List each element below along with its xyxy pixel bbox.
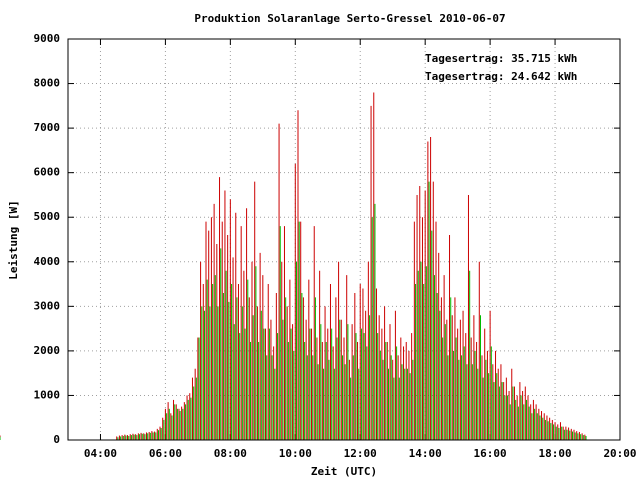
x-tick-label: 10:00: [279, 447, 312, 460]
x-tick-label: 08:00: [214, 447, 247, 460]
y-tick-label: 8000: [34, 77, 61, 90]
x-tick-label: 04:00: [84, 447, 117, 460]
y-tick-label: 6000: [34, 166, 61, 179]
y-tick-label: 0: [53, 433, 60, 446]
legend-entry: Tagesertrag: 24.642 kWh: [425, 70, 577, 83]
y-tick-label: 3000: [34, 299, 61, 312]
x-tick-label: 20:00: [603, 447, 636, 460]
y-tick-label: 9000: [34, 32, 61, 45]
x-tick-label: 16:00: [474, 447, 507, 460]
x-tick-label: 18:00: [538, 447, 571, 460]
y-tick-label: 4000: [34, 255, 61, 268]
y-tick-label: 5000: [34, 210, 61, 223]
y-tick-label: 1000: [34, 388, 61, 401]
x-tick-label: 06:00: [149, 447, 182, 460]
y-axis-label: Leistung [W]: [7, 200, 20, 279]
y-tick-label: 2000: [34, 344, 61, 357]
x-tick-label: 12:00: [344, 447, 377, 460]
x-tick-label: 14:00: [409, 447, 442, 460]
x-axis-label: Zeit (UTC): [311, 465, 377, 478]
chart-title: Produktion Solaranlage Serto-Gressel 201…: [194, 12, 505, 25]
y-tick-label: 7000: [34, 121, 61, 134]
plot-border: [67, 38, 621, 441]
legend-entry: Tagesertrag: 35.715 kWh: [425, 52, 577, 65]
